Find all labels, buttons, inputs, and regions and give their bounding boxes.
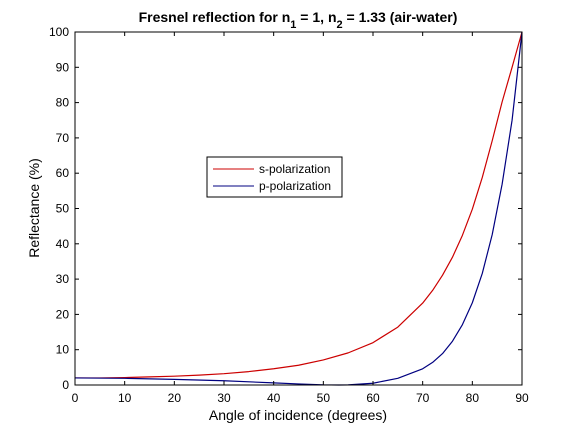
x-tick-label: 30 bbox=[217, 391, 231, 405]
y-tick-label: 50 bbox=[56, 202, 70, 216]
title-part-2: = 1, n bbox=[296, 9, 336, 25]
legend-label-p-polarization: p-polarization bbox=[259, 179, 331, 193]
legend-label-s-polarization: s-polarization bbox=[259, 162, 330, 176]
x-tick-label: 80 bbox=[466, 391, 480, 405]
x-tick-label: 10 bbox=[118, 391, 132, 405]
x-tick-label: 0 bbox=[72, 391, 79, 405]
series-layer bbox=[74, 31, 523, 386]
y-tick-label: 100 bbox=[49, 25, 69, 39]
title-subscript-2: 2 bbox=[337, 19, 343, 31]
x-tick-label: 70 bbox=[416, 391, 430, 405]
x-tick-label: 20 bbox=[168, 391, 182, 405]
y-tick-label: 30 bbox=[56, 272, 70, 286]
title-subscript-1: 1 bbox=[290, 19, 296, 31]
x-axis-label: Angle of incidence (degrees) bbox=[209, 407, 387, 423]
chart-title: Fresnel reflection for n1 = 1, n2 = 1.33… bbox=[139, 9, 458, 31]
x-tick-label: 50 bbox=[317, 391, 331, 405]
y-tick-label: 0 bbox=[62, 378, 69, 392]
x-tick-label: 90 bbox=[515, 391, 529, 405]
plot-area bbox=[75, 32, 522, 385]
y-tick-label: 20 bbox=[56, 307, 70, 321]
y-tick-label: 60 bbox=[56, 166, 70, 180]
ticks-layer: 0 10 20 30 40 50 60 70 80 90 0 10 20 30 40 50 60 70 80 90 10… bbox=[49, 25, 529, 405]
legend-box bbox=[206, 156, 343, 198]
x-tick-label: 40 bbox=[267, 391, 281, 405]
series-line-s-polarization bbox=[75, 31, 523, 379]
series-line-p-polarization bbox=[74, 31, 523, 386]
y-tick-label: 90 bbox=[56, 60, 70, 74]
y-tick-label: 10 bbox=[56, 343, 70, 357]
title-part-3: = 1.33 (air-water) bbox=[343, 9, 458, 25]
y-tick-label: 40 bbox=[56, 237, 70, 251]
y-tick-label: 80 bbox=[56, 96, 70, 110]
title-part-1: Fresnel reflection for n bbox=[139, 9, 291, 25]
y-tick-label: 70 bbox=[56, 131, 70, 145]
legend: s-polarization p-polarization bbox=[206, 156, 343, 198]
y-axis-label: Reflectance (%) bbox=[26, 158, 42, 258]
x-tick-label: 60 bbox=[366, 391, 380, 405]
